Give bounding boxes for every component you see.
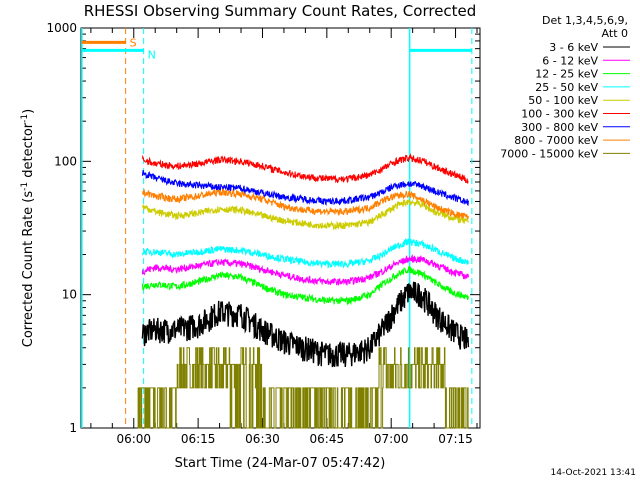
chart-title: RHESSI Observing Summary Count Rates, Co… — [84, 2, 477, 20]
x-axis: 06:00 06:15 06:30 06:45 07:00 07:15 — [90, 28, 478, 446]
x-tick-label: 07:15 — [438, 432, 473, 446]
y-axis: 1 10 100 1000 — [46, 21, 480, 435]
footer-date: 14-Oct-2021 13:41 — [551, 468, 636, 478]
series-trace — [141, 254, 469, 286]
saa-label: S — [130, 36, 137, 49]
legend-label: 100 - 300 keV — [521, 108, 598, 121]
series-6-12-kev — [141, 254, 469, 286]
legend-title-line-1: Det 1,3,4,5,6,9, — [542, 14, 628, 27]
series-3-6-kev — [141, 281, 470, 368]
x-tick-label: 06:00 — [116, 432, 151, 446]
legend-label: 800 - 7000 keV — [514, 134, 598, 147]
series-trace — [141, 170, 469, 207]
x-tick-label: 06:45 — [310, 432, 345, 446]
night-label: N — [148, 48, 156, 61]
legend-label: 25 - 50 keV — [535, 81, 598, 94]
legend-title-line-2: Att 0 — [602, 27, 628, 40]
series-trace — [137, 347, 469, 429]
y-axis-label: Corrected Count Rate (s-1 detector-1) — [20, 109, 36, 347]
series-12-25-kev — [141, 265, 469, 306]
series-trace — [141, 198, 469, 231]
legend-label: 3 - 6 keV — [549, 41, 598, 54]
y-tick-label: 10 — [62, 288, 77, 302]
series-trace — [141, 187, 469, 219]
x-tick-label: 06:30 — [245, 432, 280, 446]
y-tick-label: 100 — [54, 154, 77, 168]
legend-label: 6 - 12 keV — [542, 54, 598, 67]
series-lines — [137, 152, 470, 429]
series-trace — [141, 237, 469, 269]
legend-label: 12 - 25 keV — [535, 68, 598, 81]
event-markers: SN — [81, 28, 473, 428]
series-800-7000-kev — [141, 187, 469, 219]
legend-label: 50 - 100 keV — [528, 94, 598, 107]
series-7000-15000-kev — [137, 347, 469, 429]
series-trace — [141, 265, 469, 306]
x-axis-label: Start Time (24-Mar-07 05:47:42) — [175, 456, 386, 471]
x-tick-label: 07:00 — [374, 432, 409, 446]
series-trace — [141, 152, 469, 184]
series-50-100-kev — [141, 198, 469, 231]
series-300-800-kev — [141, 170, 469, 207]
legend-label: 7000 - 15000 keV — [500, 147, 598, 160]
y-tick-label: 1 — [69, 421, 77, 435]
legend-label: 300 - 800 keV — [521, 121, 598, 134]
series-25-50-kev — [141, 237, 469, 269]
series-trace — [141, 281, 470, 368]
series-100-300-kev — [141, 152, 469, 184]
x-tick-label: 06:15 — [181, 432, 216, 446]
y-tick-label: 1000 — [46, 21, 77, 35]
